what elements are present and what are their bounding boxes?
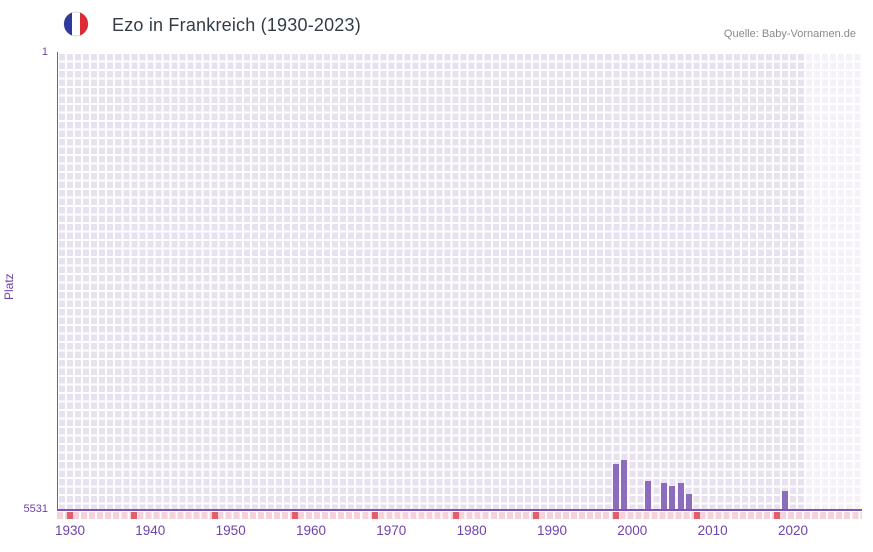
no-data-strip xyxy=(57,512,862,519)
x-tick-label-1940: 1940 xyxy=(135,523,166,538)
no-data-marker-1988 xyxy=(532,512,539,519)
no-data-marker-1998 xyxy=(613,512,620,519)
source-credit: Quelle: Baby-Vornamen.de xyxy=(723,28,856,40)
x-tick-label-1990: 1990 xyxy=(536,523,568,538)
x-tick-label-2020: 2020 xyxy=(777,523,809,538)
x-tick-label-2010: 2010 xyxy=(697,523,728,538)
x-tick-label-1980: 1980 xyxy=(456,523,487,538)
no-data-marker-1958 xyxy=(291,512,298,519)
x-tick-label-1950: 1950 xyxy=(215,523,246,538)
x-tick-label-1970: 1970 xyxy=(376,523,407,538)
recent-years-band xyxy=(805,52,862,510)
french-flag-svg xyxy=(63,11,89,37)
x-tick-label-1960: 1960 xyxy=(295,523,327,538)
flag-stripe-red xyxy=(80,12,88,36)
no-data-marker-1948 xyxy=(211,512,218,519)
flag-stripe-white xyxy=(72,12,80,36)
bar-2007[interactable] xyxy=(685,494,692,510)
y-axis-line xyxy=(57,52,58,511)
bar-2006[interactable] xyxy=(677,483,684,510)
no-data-marker-2018 xyxy=(773,512,780,519)
y-axis-top-label: 1 xyxy=(41,46,48,58)
plot-area xyxy=(57,52,862,510)
chart-title: Ezo in Frankreich (1930-2023) xyxy=(112,15,361,35)
bar-2004[interactable] xyxy=(661,482,668,510)
no-data-marker-1930 xyxy=(67,512,73,519)
x-tick-label-2000: 2000 xyxy=(617,523,648,538)
no-data-marker-1938 xyxy=(131,512,138,519)
bar-2002[interactable] xyxy=(645,480,652,510)
y-axis-title: Platz xyxy=(2,273,16,301)
no-data-marker-1968 xyxy=(372,512,379,519)
x-axis-line xyxy=(57,509,862,511)
french-flag-icon xyxy=(63,11,89,37)
y-axis-bottom-label: 5531 xyxy=(23,503,48,515)
x-axis-ticks: 1930 1940 1950 1960 1970 1980 1990 2000 2010 2020 xyxy=(0,523,873,541)
bar-2005[interactable] xyxy=(669,485,676,510)
bar-2019[interactable] xyxy=(781,490,788,510)
x-tick-label-1930: 1930 xyxy=(54,523,86,538)
no-data-marker-2008 xyxy=(693,512,700,519)
bar-1998[interactable] xyxy=(613,464,620,510)
flag-stripe-blue xyxy=(64,12,72,36)
no-data-marker-1978 xyxy=(452,512,459,519)
bar-1999[interactable] xyxy=(621,460,628,510)
